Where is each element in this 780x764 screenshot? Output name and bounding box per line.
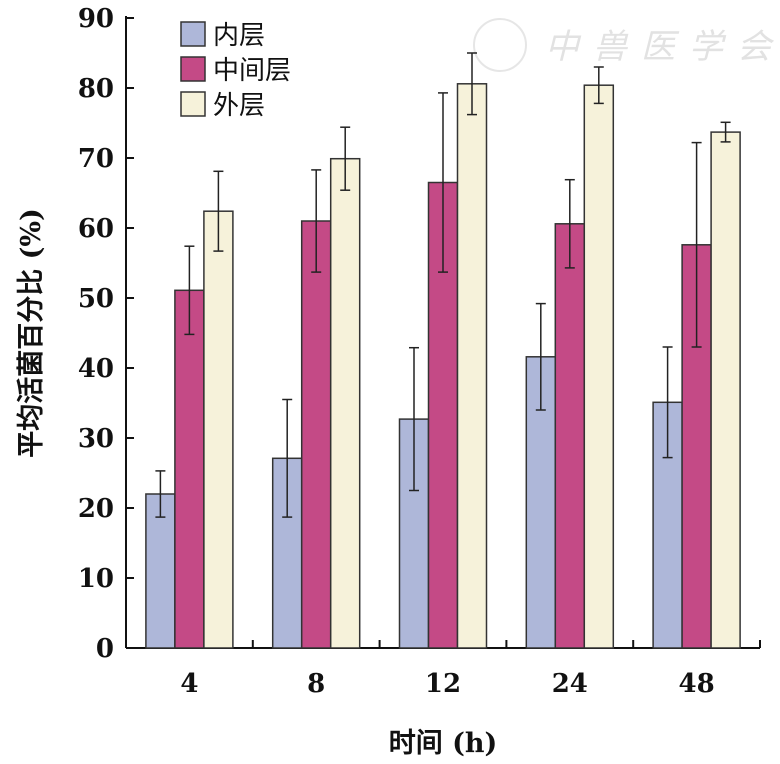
bar-中间层 [554, 223, 586, 649]
y-tick-label: 10 [78, 564, 114, 594]
y-axis-label: 平均活菌百分比 (%) [16, 208, 47, 458]
y-tick-label: 20 [78, 494, 114, 524]
y-tick-label: 40 [78, 354, 114, 384]
bar-外层 [710, 131, 741, 649]
bar-中间层 [174, 289, 205, 649]
y-tick-label: 30 [78, 424, 114, 454]
y-tick-label: 0 [96, 634, 114, 664]
bar-外层 [203, 210, 234, 649]
legend-swatch [180, 56, 206, 82]
legend-swatch [180, 91, 206, 117]
legend-label: 中间层 [213, 56, 291, 86]
y-tick-label: 60 [78, 214, 114, 244]
y-tick-label: 70 [78, 144, 114, 174]
bar-外层 [583, 84, 615, 649]
bar-内层 [145, 493, 176, 649]
legend-label: 内层 [213, 21, 265, 51]
x-tick-label: 12 [425, 669, 461, 699]
bar-外层 [456, 83, 488, 649]
y-tick-label: 90 [78, 4, 114, 34]
watermark-seal [473, 18, 527, 72]
x-tick-label: 48 [679, 669, 715, 699]
y-tick-label: 50 [78, 284, 114, 314]
watermark-text: 中兽医学会 [545, 27, 780, 67]
bar-中间层 [300, 220, 332, 649]
x-axis-label: 时间 (h) [389, 728, 498, 759]
x-tick-label: 24 [552, 669, 588, 699]
x-tick-label: 8 [307, 669, 325, 699]
x-tick-label: 4 [180, 669, 198, 699]
bar-外层 [329, 157, 361, 649]
legend-swatch [180, 21, 206, 47]
legend-label: 外层 [213, 91, 265, 121]
y-tick-label: 80 [78, 74, 114, 104]
